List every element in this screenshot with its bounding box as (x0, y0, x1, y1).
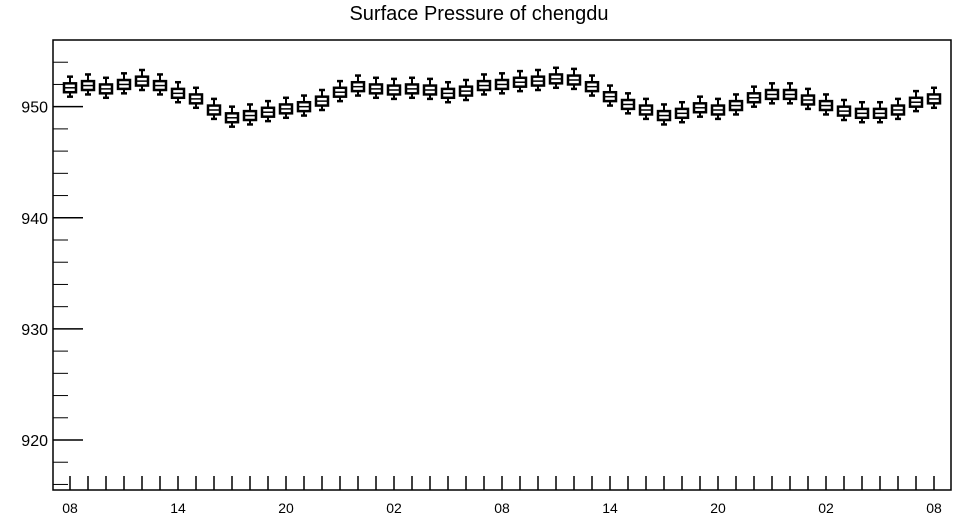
box-13 (296, 94, 312, 117)
box-37 (728, 93, 744, 116)
x-tick-label-4: 08 (494, 500, 510, 516)
x-tick-label-0: 08 (62, 500, 78, 516)
box-26 (530, 68, 546, 92)
box-9 (224, 105, 240, 128)
x-tick-label-2: 20 (278, 500, 294, 516)
x-tick-label-3: 02 (386, 500, 402, 516)
box-16 (350, 74, 366, 97)
box-11 (260, 99, 276, 123)
box-30 (602, 84, 618, 107)
box-22 (458, 78, 474, 102)
x-tick-label-8: 08 (926, 500, 942, 516)
y-tick-label-3: 950 (21, 100, 48, 117)
y-tick-label-1: 930 (21, 322, 48, 339)
box-25 (512, 69, 528, 93)
box-10 (242, 103, 258, 126)
box-18 (386, 77, 402, 101)
box-27 (548, 66, 564, 90)
x-tick-label-5: 14 (602, 500, 618, 516)
box-4 (134, 68, 150, 92)
box-34 (674, 100, 690, 124)
plot-frame (52, 39, 952, 491)
box-44 (854, 100, 870, 124)
box-14 (314, 88, 330, 112)
y-tick-label-0: 920 (21, 433, 48, 450)
box-33 (656, 103, 672, 126)
box-48 (926, 86, 942, 110)
box-19 (404, 76, 420, 100)
box-17 (368, 76, 384, 100)
box-39 (764, 82, 780, 105)
box-8 (206, 97, 222, 121)
box-15 (332, 79, 348, 103)
box-29 (584, 74, 600, 97)
box-38 (746, 85, 762, 108)
box-1 (80, 73, 96, 96)
box-31 (620, 92, 636, 115)
box-12 (278, 96, 294, 120)
box-2 (98, 76, 114, 100)
box-46 (890, 97, 906, 121)
box-40 (782, 82, 798, 105)
x-tick-label-7: 02 (818, 500, 834, 516)
box-45 (872, 100, 888, 124)
box-0 (62, 75, 78, 98)
box-series (62, 66, 942, 128)
box-6 (170, 80, 186, 104)
box-36 (710, 97, 726, 121)
box-3 (116, 72, 132, 95)
x-tick-label-6: 20 (710, 500, 726, 516)
box-47 (908, 89, 924, 113)
y-tick-label-2: 940 (21, 211, 48, 228)
box-7 (188, 86, 204, 110)
chart-title: Surface Pressure of chengdu (349, 3, 609, 25)
box-35 (692, 95, 708, 118)
box-28 (566, 67, 582, 91)
axes: 920 930 940 950 08 14 20 02 08 14 20 02 08 (21, 39, 952, 516)
box-23 (476, 73, 492, 96)
box-24 (494, 72, 510, 95)
box-32 (638, 97, 654, 121)
box-20 (422, 77, 438, 101)
box-41 (800, 87, 816, 111)
box-42 (818, 93, 834, 116)
x-tick-label-1: 14 (170, 500, 186, 516)
box-43 (836, 98, 852, 122)
box-21 (440, 80, 456, 104)
box-5 (152, 73, 168, 96)
